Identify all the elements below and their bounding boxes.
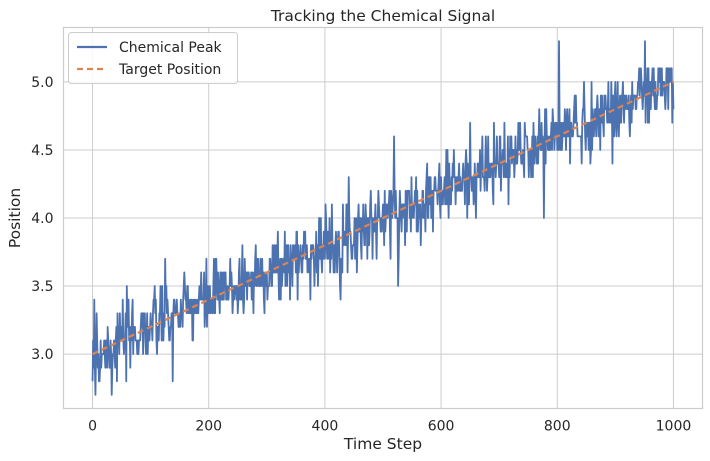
legend-chemical-peak-label: Chemical Peak (119, 40, 223, 56)
x-tick-label: 1000 (656, 419, 692, 435)
x-tick-label: 0 (88, 419, 97, 435)
y-tick-label: 3.5 (31, 279, 53, 295)
y-tick-label: 4.5 (31, 143, 53, 159)
y-axis-label: Position (6, 188, 24, 248)
x-tick-label: 600 (428, 419, 455, 435)
y-tick-label: 3.0 (31, 347, 53, 363)
chart-title: Tracking the Chemical Signal (270, 7, 495, 25)
x-tick-label: 800 (544, 419, 571, 435)
y-tick-label: 4.0 (31, 211, 53, 227)
y-tick-labels: 3.0 3.5 4.0 4.5 5.0 (31, 75, 53, 363)
chemical-peak-line (91, 40, 675, 396)
y-tick-label: 5.0 (31, 75, 53, 91)
x-tick-label: 200 (195, 419, 222, 435)
legend-target-position-label: Target Position (118, 62, 221, 78)
legend: Chemical Peak Target Position (68, 32, 238, 84)
x-tick-labels: 0 200 400 600 800 1000 (88, 419, 691, 435)
x-axis-label: Time Step (343, 435, 422, 453)
series-layer (91, 40, 675, 396)
plot-frame (62, 26, 704, 410)
x-tick-label: 400 (312, 419, 339, 435)
legend-box (68, 32, 238, 84)
target-position-line (92, 80, 674, 356)
